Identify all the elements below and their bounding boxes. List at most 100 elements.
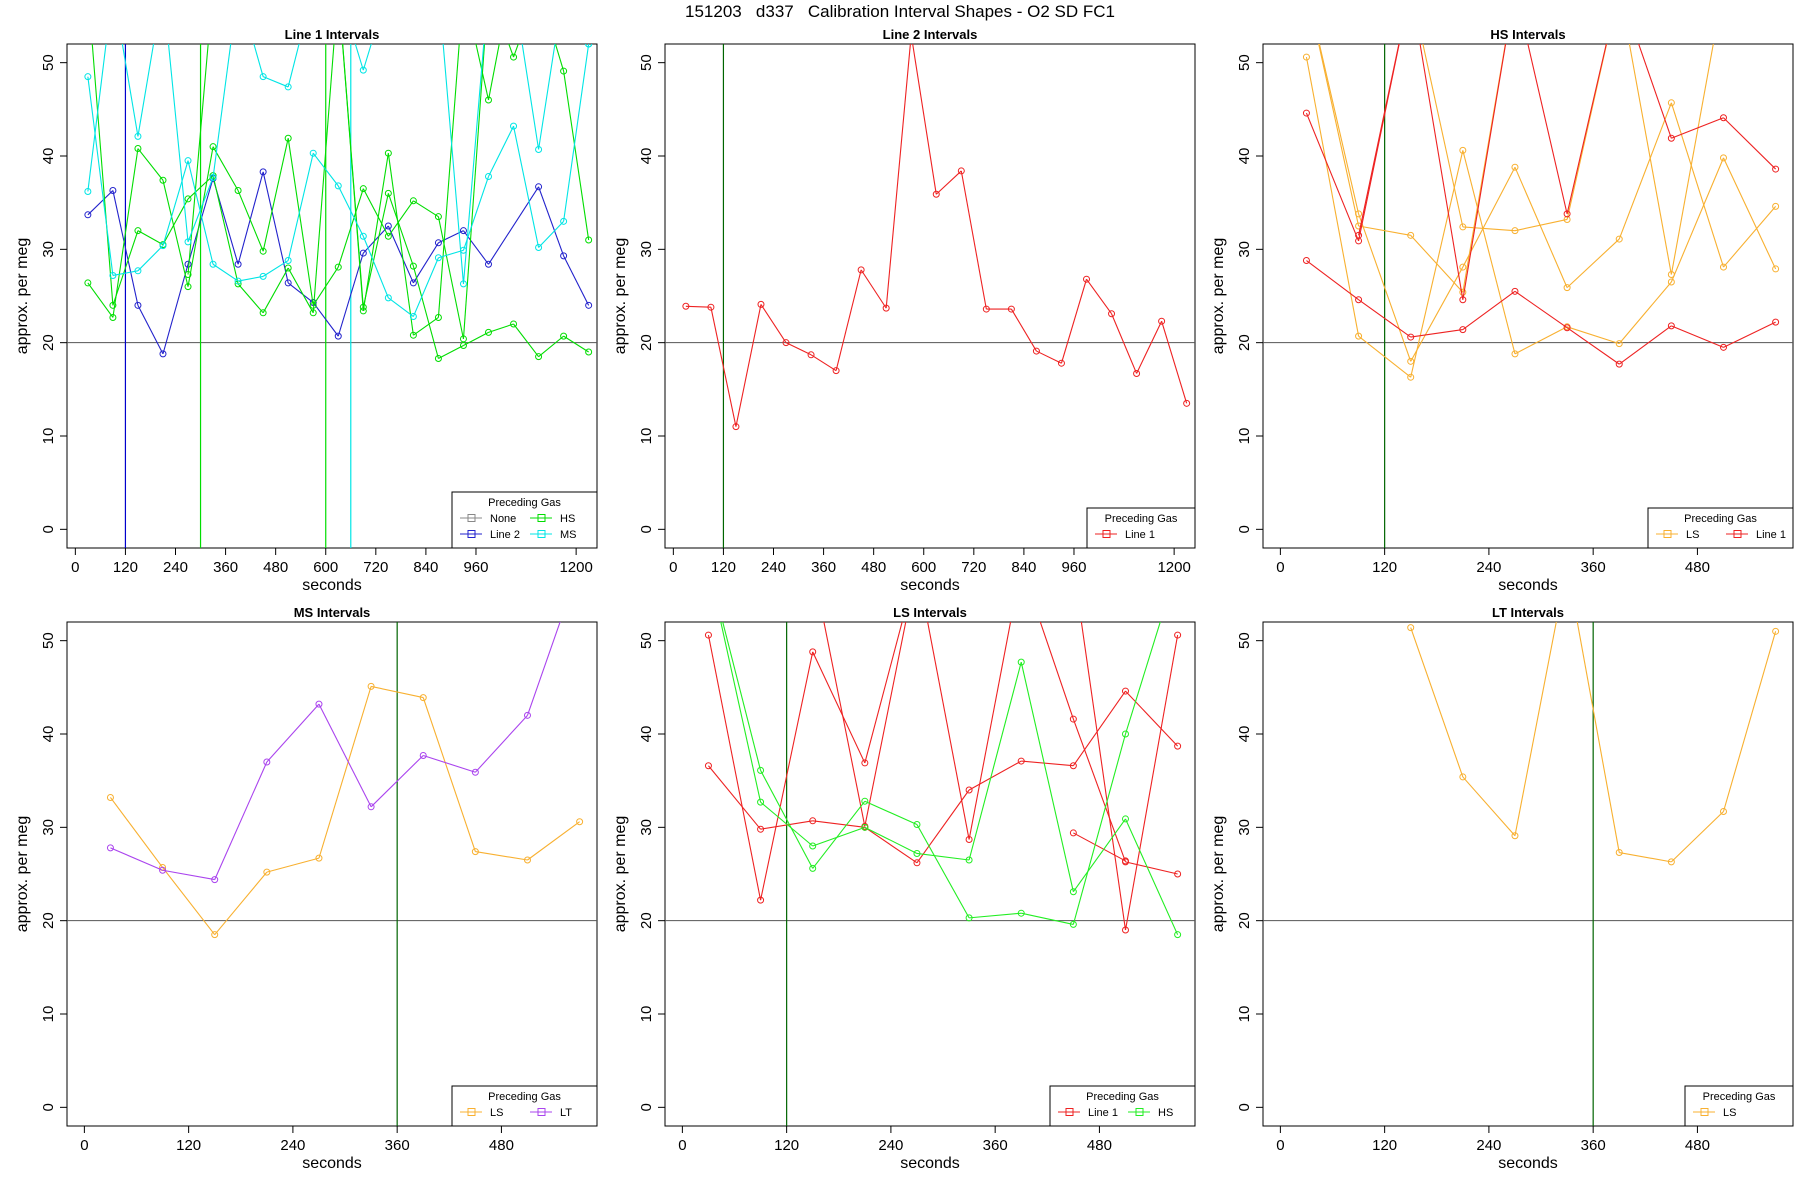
data-point [211,876,219,884]
data-point [315,854,323,862]
data-point [434,355,442,363]
series-segment [362,153,389,312]
y-tick-label: 50 [40,632,57,649]
series-segment [1080,622,1127,931]
data-point [965,835,973,843]
series-layer [1302,44,1780,381]
series-segment [488,186,540,265]
data-point [263,868,271,876]
data-point [535,145,543,153]
legend-entry: Line 1 [1756,529,1786,541]
series-segment [1125,690,1179,747]
series-segment [87,190,114,216]
data-point [1355,332,1363,340]
data-point [384,189,392,197]
data-point [857,266,865,274]
data-point [1174,742,1182,750]
data-point [359,66,367,74]
data-point [809,864,817,872]
data-point [1174,631,1182,639]
plot-frame [664,43,1196,549]
data-point [359,303,367,311]
series-segment [760,801,814,847]
series-segment [1619,851,1672,863]
series-segment [474,714,528,773]
data-point [159,176,167,184]
legend-entry: None [490,513,516,525]
data-point [184,195,192,203]
data-point [1615,340,1623,348]
series-segment [968,760,1022,791]
series-segment [87,76,114,276]
legend-marker [1663,530,1672,538]
series-segment [1514,166,1568,288]
x-tick-label: 840 [1011,559,1036,576]
series-segment [1305,112,1360,242]
series-segment [237,283,264,314]
series-segment [1410,329,1463,338]
data-point [367,682,375,690]
data-point [384,222,392,230]
data-point [1459,223,1467,231]
data-point [1563,324,1571,332]
series-segment [735,304,762,427]
legend-title: Preceding Gas [1086,1091,1159,1103]
series-segment [1039,622,1074,720]
legend-entry: LS [490,1107,503,1119]
data-point [757,300,765,308]
series-segment [1072,818,1126,893]
data-point [284,83,292,91]
legend-marker [467,514,476,522]
series-segment [1723,117,1777,170]
legend: Preceding Gas LS LT [451,1085,598,1127]
series-segment [1021,760,1074,767]
series-segment [760,304,787,343]
data-point [560,217,568,225]
series-segment [812,826,866,847]
data-point [134,145,142,153]
x-axis-label: seconds [302,577,362,594]
x-tick-label: 0 [71,559,79,576]
data-point [409,279,417,287]
series-segment [912,44,937,195]
series-segment [237,171,264,265]
x-tick-label: 120 [113,559,138,576]
data-point [932,190,940,198]
series-segment [588,44,589,45]
series-segment [1358,213,1412,362]
series-segment [1670,157,1724,283]
data-point [109,313,117,321]
data-point [459,227,467,235]
legend-marker [537,1108,546,1116]
legend-marker [467,530,476,538]
series-segment [916,824,970,919]
data-point [211,931,219,939]
data-point [1174,870,1182,878]
series-segment [512,126,540,248]
legend: Preceding Gas None Line 2 HS MS [451,491,598,549]
y-tick-label: 50 [40,54,57,71]
series-segment [960,170,987,310]
series-segment [1410,266,1464,362]
data-point [1511,350,1519,358]
series-segment [760,651,814,901]
data-point [184,260,192,268]
data-point [913,821,921,829]
x-tick-label: 1200 [559,559,592,576]
series-segment [187,175,214,200]
x-tick-label: 360 [811,559,836,576]
data-point [459,335,467,343]
series-segment [1514,326,1568,355]
series-segment [287,44,300,88]
y-tick-label: 20 [638,334,655,351]
data-point [832,367,840,375]
series-ls [1407,622,1780,866]
data-point [359,307,367,315]
series-segment [412,265,439,359]
data-point [106,844,114,852]
data-point [471,768,479,776]
series-segment [488,323,514,333]
series-segment [864,826,918,864]
series-segment [387,225,414,284]
series-segment [422,697,476,852]
